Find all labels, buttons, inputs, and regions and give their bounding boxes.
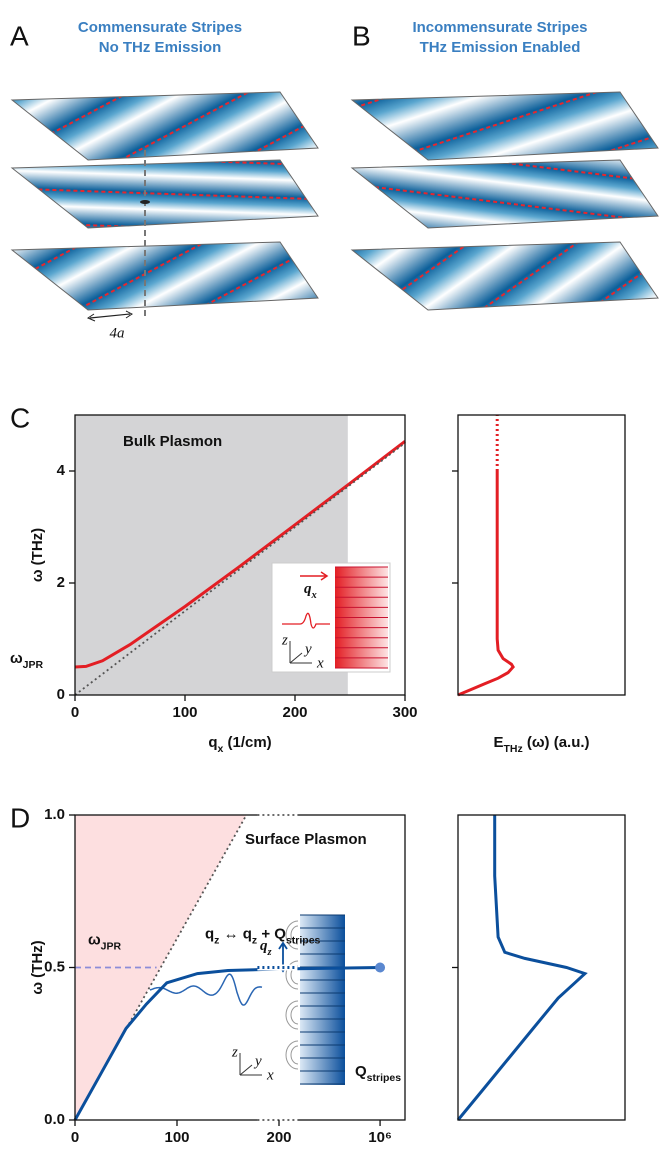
stacking-marker	[140, 200, 150, 204]
inset-axes	[239, 1053, 262, 1076]
series-line	[457, 471, 515, 697]
inset-label-part: x	[311, 590, 317, 601]
panel-subtitle: THz Emission Enabled	[420, 39, 581, 56]
x-axis-label-part: (ω) (a.u.)	[523, 734, 590, 751]
stripe-plane	[10, 159, 319, 229]
x-tick-label: 100	[172, 704, 197, 721]
series-line	[456, 815, 588, 1121]
scale-arrow-heads	[86, 310, 133, 322]
inset-label-part: z	[267, 947, 273, 958]
inset-axis-label: y	[253, 1053, 262, 1069]
inset-axis-label: z	[231, 1044, 238, 1060]
jpr-label-part: JPR	[23, 659, 44, 671]
x-axis-label: qx (1/cm)	[208, 734, 271, 755]
inset-label: Qstripes	[355, 1063, 401, 1084]
x-axis-label-part: THz	[503, 743, 522, 755]
y-tick-label: 0	[57, 686, 65, 703]
x-axis-label-part: E	[493, 734, 503, 751]
panel-letter: D	[10, 802, 30, 833]
stripe-plane	[10, 91, 319, 161]
annotation-part: JPR	[101, 940, 122, 952]
annotation-part: ↔ q	[219, 925, 252, 942]
inset-axis-label: x	[316, 655, 324, 671]
annotation-part: + Q	[257, 925, 286, 942]
annotation: qz ↔ qz + Qstripes	[205, 925, 321, 946]
plot-frame	[457, 814, 626, 1121]
inset-axis-label: z	[281, 632, 288, 648]
panel-b: B Incommensurate Stripes THz Emission En…	[350, 19, 659, 311]
annotation: Surface Plasmon	[245, 831, 367, 848]
x-tick-label: 0	[71, 704, 79, 721]
stripe-plane	[10, 241, 319, 311]
series-line	[74, 440, 406, 669]
annotation-part: z	[252, 934, 257, 946]
x-axis-label-part: x	[217, 743, 223, 755]
x-axis-label-part: q	[208, 734, 217, 751]
inset-arrow	[300, 571, 329, 581]
series-line	[74, 814, 248, 1121]
plot-frame	[74, 414, 406, 696]
inset-label: qz	[260, 938, 273, 957]
panel-letter: B	[352, 20, 371, 51]
y-tick-label: 2	[57, 574, 65, 591]
panel-a: A Commensurate Stripes No THz Emission 4…	[10, 19, 319, 341]
y-tick-label: 1.0	[44, 806, 65, 823]
inset-wave	[149, 973, 263, 1006]
plot-frame	[457, 414, 626, 696]
panel-letter: A	[10, 20, 29, 51]
stripe-plane	[350, 91, 659, 161]
annotation-part: z	[214, 934, 219, 946]
data-point	[375, 962, 386, 973]
jpr-label: ωJPR	[10, 650, 44, 671]
y-tick-label: 4	[57, 462, 66, 479]
panel-letter: C	[10, 402, 30, 433]
y-axis-label: ω (THz)	[29, 528, 46, 582]
inset-label: qx	[304, 581, 317, 600]
x-tick-label: 10⁶	[368, 1129, 392, 1146]
inset-axis-label: x	[266, 1067, 274, 1083]
y-tick-label: 0.0	[44, 1111, 65, 1128]
x-tick-label: 0	[71, 1129, 79, 1146]
x-tick-label: 200	[282, 704, 307, 721]
annotation-part: stripes	[286, 934, 321, 946]
inset-stripes	[300, 915, 345, 1085]
y-axis-label: ω (THz)	[29, 940, 46, 994]
inset-axes	[289, 641, 312, 664]
inset-label-part: Q	[355, 1063, 367, 1080]
x-tick-label: 200	[266, 1129, 291, 1146]
region-label: Bulk Plasmon	[123, 433, 222, 450]
x-tick-label: 100	[164, 1129, 189, 1146]
panel-title: Commensurate Stripes	[78, 19, 242, 36]
stripe-plane	[350, 159, 659, 229]
stripe-plane	[350, 241, 659, 311]
annotation-part: ω	[88, 931, 101, 948]
x-axis-label: ETHz (ω) (a.u.)	[493, 734, 589, 755]
panel-subtitle: No THz Emission	[99, 39, 222, 56]
panel-title: Incommensurate Stripes	[412, 19, 587, 36]
inset-label-part: q	[304, 581, 312, 597]
inset-label-part: stripes	[367, 1072, 402, 1084]
inset-pulse	[282, 612, 330, 629]
inset-arc	[285, 1000, 299, 1030]
inset-arc	[285, 1040, 299, 1070]
y-tick-label: 0.5	[44, 958, 65, 975]
inset-axis-label: y	[303, 641, 312, 657]
scale-label: 4a	[110, 325, 125, 341]
series-line	[74, 442, 406, 696]
inset-label-part: q	[260, 938, 268, 954]
x-axis-label-part: (1/cm)	[223, 734, 271, 751]
inset-arc	[285, 920, 299, 950]
annotation: ωJPR	[88, 931, 122, 952]
scale-arrow	[89, 313, 131, 319]
annotation-part: q	[205, 925, 214, 942]
jpr-label-part: ω	[10, 650, 23, 667]
x-tick-label: 300	[392, 704, 417, 721]
